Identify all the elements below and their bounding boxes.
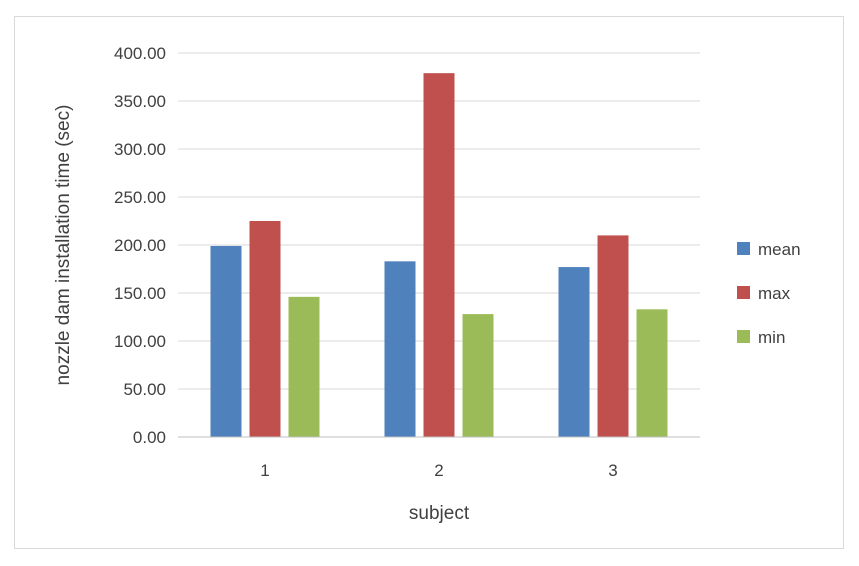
x-tick-label: 2 [434, 461, 443, 480]
y-tick-label: 200.00 [114, 236, 166, 255]
bar-max-3 [597, 235, 629, 437]
bar-min-1 [288, 296, 320, 437]
x-tick-labels: 1 2 3 [260, 461, 617, 480]
y-tick-label: 250.00 [114, 188, 166, 207]
min-legend-swatch [737, 330, 750, 343]
x-tick-label: 1 [260, 461, 269, 480]
max-legend-swatch [737, 286, 750, 299]
mean-legend-swatch [737, 242, 750, 255]
bar-max-2 [423, 73, 455, 437]
y-tick-label: 150.00 [114, 284, 166, 303]
y-tick-label: 350.00 [114, 92, 166, 111]
bar-max-1 [249, 221, 281, 437]
mean-legend-label: mean [758, 240, 801, 259]
y-tick-label: 0.00 [133, 428, 166, 447]
x-tick-label: 3 [608, 461, 617, 480]
y-axis-title: nozzle dam installation time (sec) [53, 105, 74, 386]
y-tick-label: 100.00 [114, 332, 166, 351]
y-tick-labels: 0.00 50.00 100.00 150.00 200.00 250.00 300.00 3… [114, 44, 166, 447]
legend: mean max min [737, 240, 801, 347]
y-tick-label: 50.00 [123, 380, 166, 399]
min-legend-label: min [758, 328, 785, 347]
bar-min-2 [462, 314, 494, 437]
y-tick-label: 300.00 [114, 140, 166, 159]
bar-min-3 [636, 309, 668, 437]
y-tick-label: 400.00 [114, 44, 166, 63]
bar-mean-3 [558, 267, 590, 437]
x-axis-title: subject [409, 503, 470, 524]
bar-mean-1 [210, 245, 242, 437]
max-legend-label: max [758, 284, 791, 303]
bars [210, 73, 668, 437]
bar-mean-2 [384, 261, 416, 437]
